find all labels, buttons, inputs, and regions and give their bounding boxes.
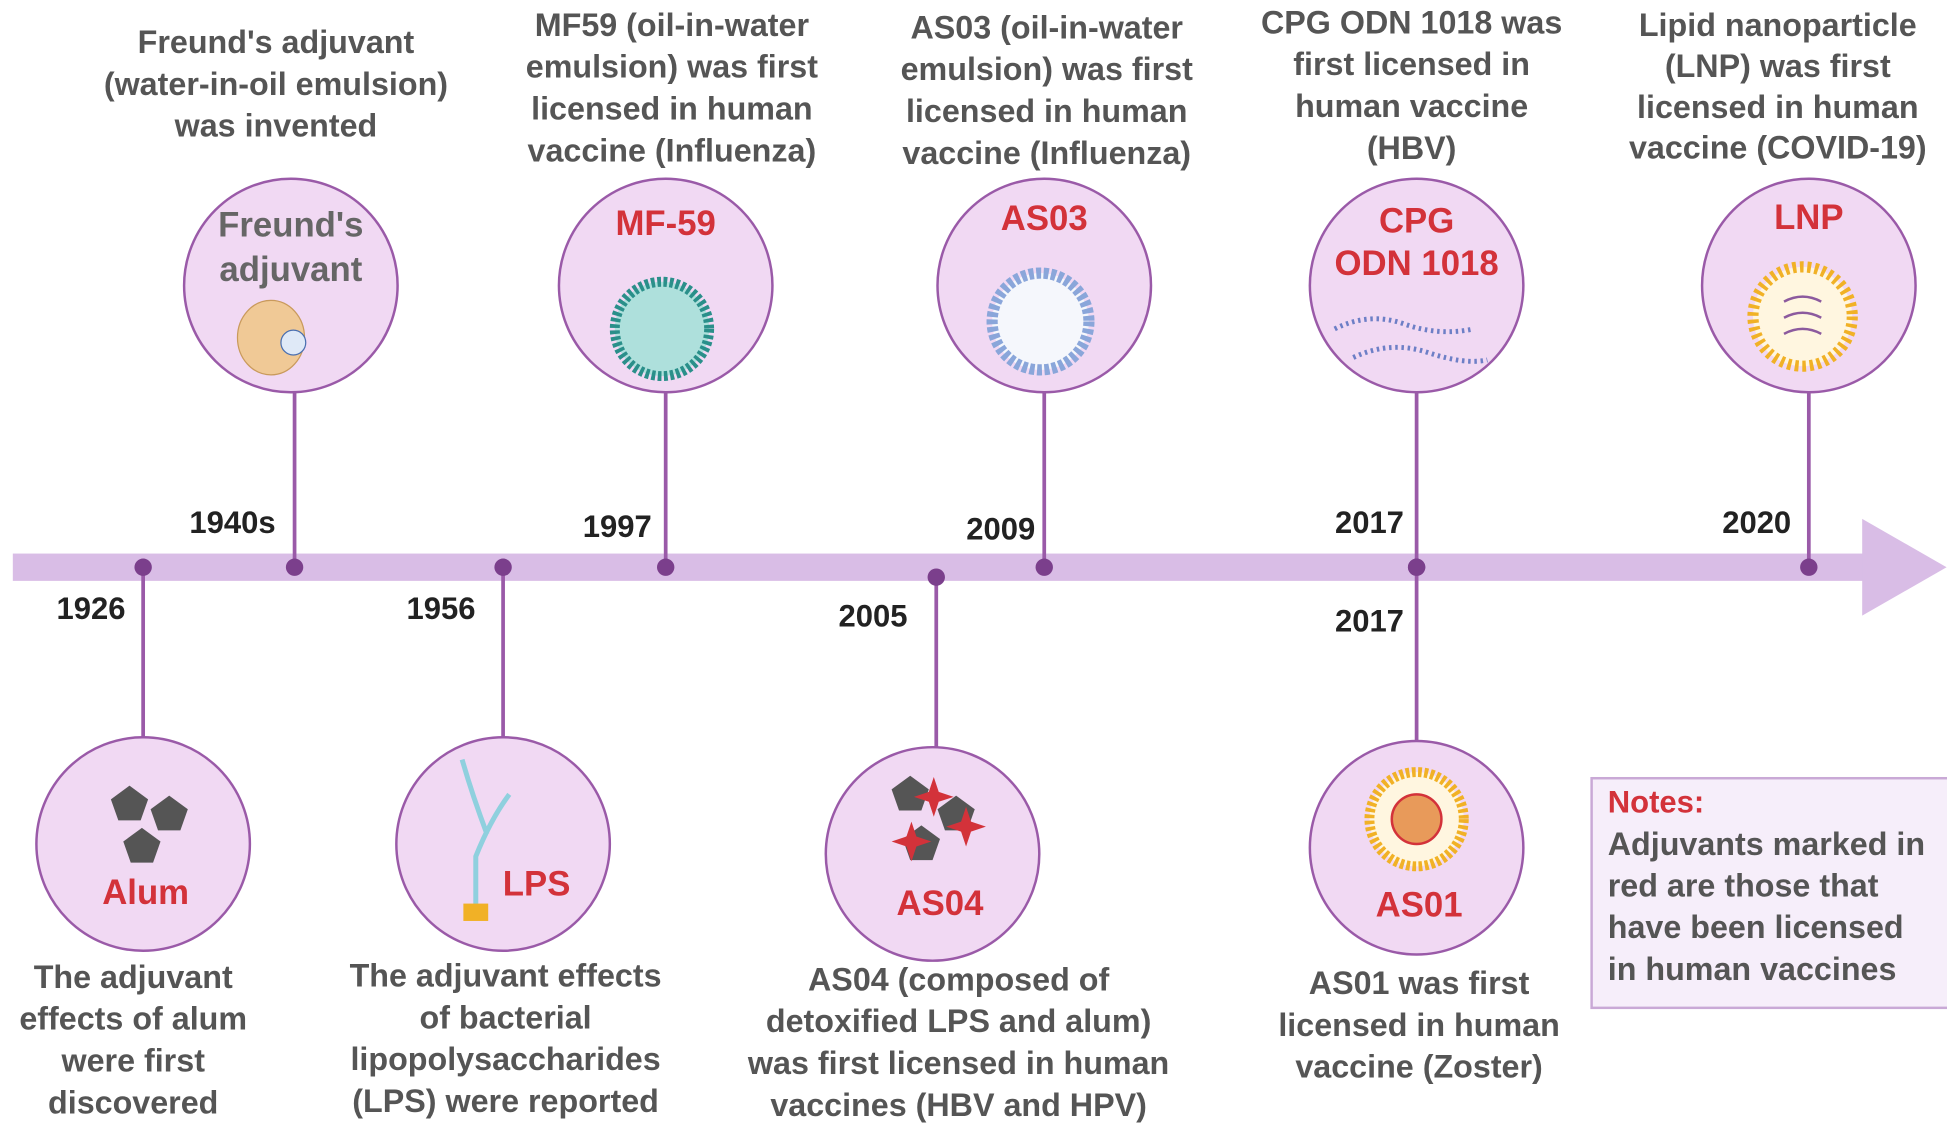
description: (LPS) were reported [352,1083,659,1119]
event-dot [286,559,303,576]
event-dot [928,568,945,585]
description: lipopolysaccharides [350,1041,660,1077]
year-label: 1940s [189,505,275,540]
icon-as03 [992,273,1089,370]
description: were first [60,1042,205,1078]
event-dot [134,559,151,576]
adjuvant-label: Freund's [218,206,363,244]
description: licensed in human [1637,89,1919,125]
event-dot [657,559,674,576]
notes-line: in human vaccines [1608,951,1897,987]
description: vaccine (Influenza) [528,132,817,168]
icon-lps-tail [463,904,488,921]
description: (HBV) [1367,130,1457,166]
description: vaccine (Influenza) [902,135,1191,171]
description: detoxified LPS and alum) [766,1003,1151,1039]
icon-as01-core [1392,794,1442,844]
adjuvant-label: AS03 [1001,200,1088,238]
year-label: 1926 [57,591,126,626]
description: discovered [48,1084,218,1120]
adjuvant-label: CPG [1379,203,1454,241]
description: Freund's adjuvant [138,24,415,60]
notes-line: Adjuvants marked in [1608,826,1925,862]
description: vaccines (HBV and HPV) [770,1087,1147,1123]
description: licensed in human [1278,1007,1560,1043]
description: was first licensed in human [747,1045,1169,1081]
event-dot [1800,559,1817,576]
description: Lipid nanoparticle [1639,7,1917,43]
event-dot [1036,559,1053,576]
adjuvant-label: AS01 [1376,886,1463,924]
timeline-arrow [1862,519,1946,616]
event-dot [494,559,511,576]
icon-water [281,330,306,355]
icon-lnp [1753,267,1852,366]
timeline-diagram: 1940s Freund's adjuvant Freund's adjuvant (w… [0,0,1947,1127]
description: The adjuvant [34,959,233,995]
adjuvant-label: adjuvant [219,251,362,289]
adjuvant-label: Alum [102,874,189,912]
event-circle [396,737,609,950]
year-label: 2020 [1722,505,1791,540]
description: (water-in-oil emulsion) [104,66,448,102]
year-label: 2005 [838,598,907,633]
event-dot [1408,559,1425,576]
year-label: 2017 [1335,505,1404,540]
description: CPG ODN 1018 was [1261,4,1562,40]
adjuvant-label: AS04 [897,885,985,923]
description: emulsion) was first [901,51,1194,87]
notes-title: Notes: [1608,784,1705,819]
year-label: 1956 [407,591,476,626]
year-label: 2017 [1335,603,1404,638]
adjuvant-label: LNP [1774,199,1843,237]
year-label: 1997 [583,509,652,544]
adjuvant-label: LPS [503,865,571,903]
description: human vaccine [1295,88,1528,124]
icon-mf59 [615,282,709,376]
adjuvant-label: MF-59 [615,205,715,243]
description: licensed in human [531,90,813,126]
description: of bacterial [420,999,592,1035]
notes-line: have been licensed [1608,909,1904,945]
description: The adjuvant effects [350,958,662,994]
description: AS01 was first [1309,965,1530,1001]
description: vaccine (Zoster) [1295,1049,1542,1085]
year-label: 2009 [966,511,1035,546]
description: was invented [174,107,378,143]
adjuvant-label: ODN 1018 [1335,245,1499,283]
description: MF59 (oil-in-water [535,7,810,43]
description: (LNP) was first [1665,48,1891,84]
description: first licensed in [1293,46,1530,82]
description: AS04 (composed of [808,961,1109,997]
description: licensed in human [906,93,1188,129]
notes-line: red are those that [1608,868,1879,904]
description: emulsion) was first [526,49,819,85]
description: vaccine (COVID-19) [1629,130,1927,166]
description: AS03 (oil-in-water [910,9,1183,45]
description: effects of alum [19,1001,247,1037]
